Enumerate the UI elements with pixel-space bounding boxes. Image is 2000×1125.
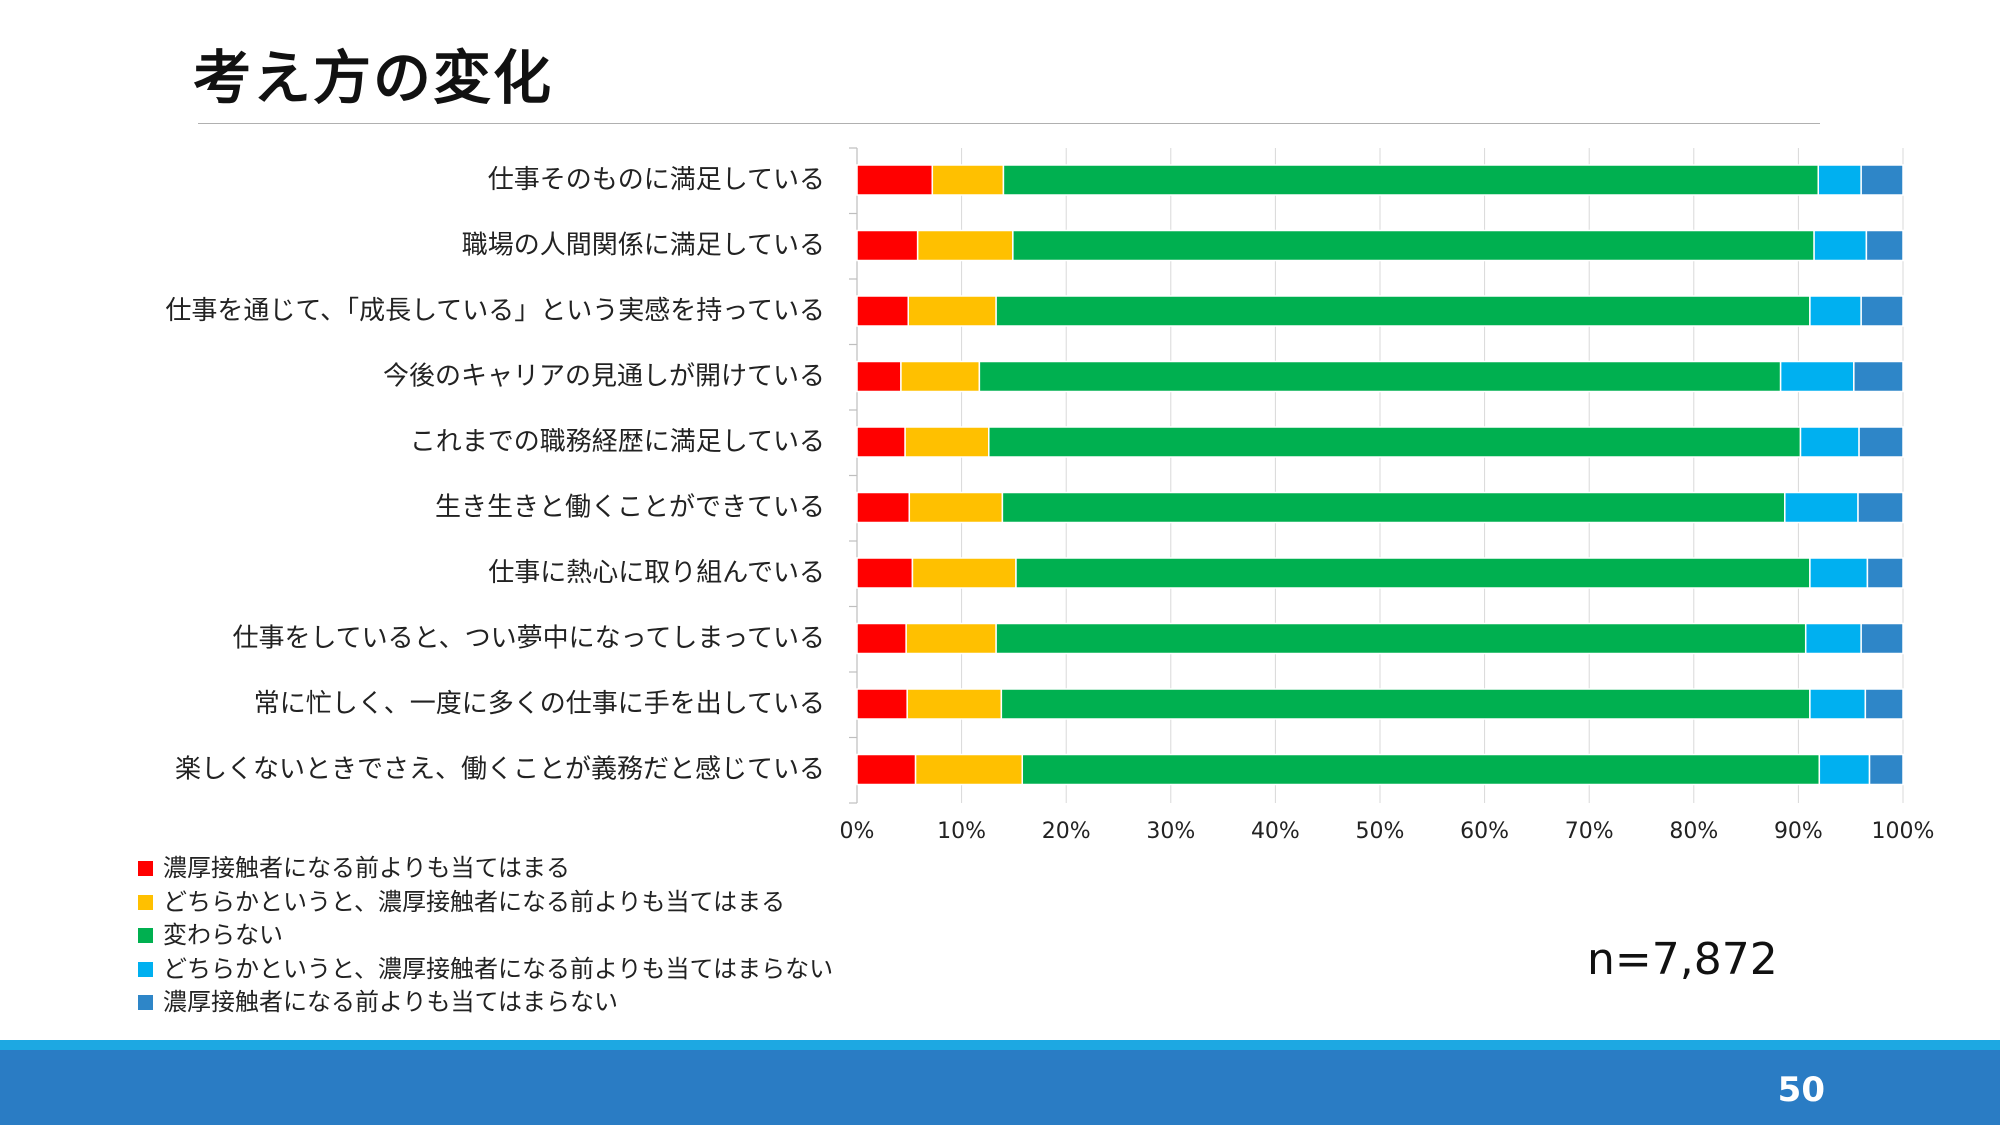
legend-swatch [138,894,153,910]
chart-legend: 濃厚接触者になる前よりも当てはまるどちらかというと、濃厚接触者になる前よりも当て… [138,852,833,1020]
bar-segment [856,295,910,327]
x-tick-label: 90% [1774,819,1823,844]
bar-segment [978,360,1782,393]
category-label: 仕事に熱心に取り組んでいる [488,558,825,588]
bar-segment [856,426,906,458]
bar-segment [856,164,934,196]
bar-segment [856,360,902,393]
category-label: これまでの職務経歴に満足している [410,427,825,457]
bar-segment [988,426,1802,458]
bar-segment [1865,229,1904,262]
bar-segment [1818,753,1871,786]
x-tick-label: 20% [1042,819,1091,844]
footer-accent-stripe [0,1040,2000,1050]
bar-segment [1864,688,1904,720]
bar-segment [1804,622,1862,655]
bar-segment [914,753,1024,786]
bar-segment [1799,426,1860,458]
bar-segment [907,295,997,327]
sample-size-label: n=7,872 [1587,934,1778,985]
legend-item: どちらかというと、濃厚接触者になる前よりも当てはまらない [138,953,833,987]
bar-segment [1866,557,1904,589]
bar-segment [1015,557,1811,589]
x-tick-label: 30% [1146,819,1195,844]
bar-segment [905,622,997,655]
legend-label: どちらかというと、濃厚接触者になる前よりも当てはまらない [163,954,834,983]
bar-segment [1858,426,1904,458]
category-label: 楽しくないときでさえ、働くことが義務だと感じている [175,755,825,785]
x-tick-label: 40% [1251,819,1300,844]
bar-segment [856,688,908,720]
legend-label: 濃厚接触者になる前よりも当てはまる [163,854,571,882]
legend-item: 変わらない [138,919,833,953]
bar-segment [856,491,911,524]
x-tick-label: 10% [937,819,986,844]
bar-segment [1857,491,1904,524]
category-label: 仕事をしていると、つい夢中になってしまっている [232,624,825,654]
bar-segment [1817,164,1862,196]
legend-label: どちらかというと、濃厚接触者になる前よりも当てはまる [163,887,786,916]
slide-title: 考え方の変化 [193,44,554,112]
bar-segment [1813,229,1868,262]
category-label: 仕事を通じて、「成長している」という実感を持っている [165,296,825,326]
legend-label: 変わらない [163,921,283,949]
bar-segment [856,622,907,655]
category-label: 今後のキャリアの見通しが開けている [383,362,825,392]
bar-segment [931,164,1005,196]
bar-segment [1000,688,1811,720]
legend-item: 濃厚接触者になる前よりも当てはまる [138,852,833,886]
category-label: 仕事そのものに満足している [488,165,825,195]
bar-segment [856,557,914,589]
x-tick-label: 80% [1669,819,1718,844]
bar-segment [916,229,1014,262]
category-label: 職場の人間関係に満足している [462,231,825,261]
bar-segment [1809,557,1869,589]
bar-segment [904,426,990,458]
title-divider [198,123,1820,124]
x-tick-label: 100% [1872,819,1935,844]
bar-segment [1784,491,1859,524]
bar-segment [1779,360,1855,393]
bar-segment [1809,688,1867,720]
bar-segment [995,622,1807,655]
legend-item: 濃厚接触者になる前よりも当てはまらない [138,986,833,1020]
bar-segment [1868,753,1904,786]
bar-segment [906,688,1003,720]
bar-segment [856,753,917,786]
bar-segment [1853,360,1904,393]
bar-segment [856,229,919,262]
bar-segment [908,491,1004,524]
stacked-bar-chart: 仕事そのものに満足している職場の人間関係に満足している仕事を通じて、「成長してい… [165,147,1935,844]
bar-segment [1012,229,1815,262]
page-number: 50 [1777,1070,1825,1110]
legend-swatch [138,961,153,977]
x-tick-label: 0% [840,819,875,844]
legend-label: 濃厚接触者になる前よりも当てはまらない [163,988,619,1016]
bar-segment [1860,164,1904,196]
x-tick-label: 60% [1460,819,1509,844]
category-label: 生き生きと働くことができている [435,493,825,523]
bar-segment [1860,622,1904,655]
x-tick-label: 50% [1356,819,1405,844]
footer-bar [0,1050,2000,1125]
bar-segment [995,295,1811,327]
category-label: 常に忙しく、一度に多くの仕事に手を出している [254,689,825,719]
legend-swatch [138,861,153,877]
bar-segment [1002,164,1820,196]
legend-swatch [138,995,153,1011]
bar-segment [900,360,981,393]
bar-segment [1001,491,1786,524]
legend-item: どちらかというと、濃厚接触者になる前よりも当てはまる [138,886,833,920]
bar-segment [1860,295,1904,327]
x-tick-label: 70% [1565,819,1614,844]
legend-swatch [138,928,153,944]
bar-segment [1809,295,1862,327]
bar-segment [911,557,1017,589]
bar-segment [1021,753,1821,786]
